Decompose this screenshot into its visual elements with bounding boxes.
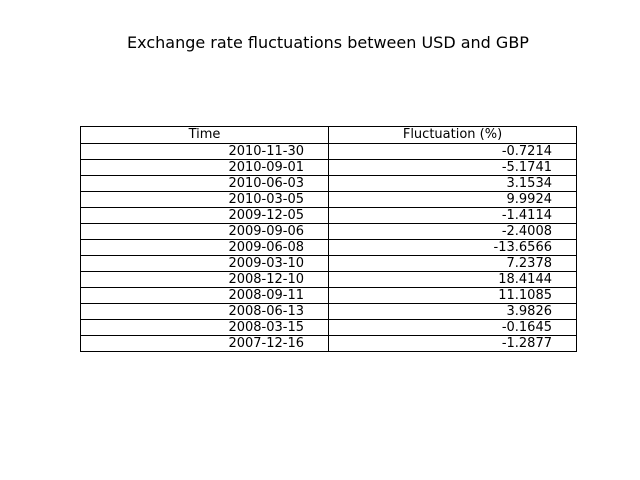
table-row: 2010-11-30 -0.7214 [80,143,577,160]
column-header-fluctuation: Fluctuation (%) [328,126,577,144]
cell-time: 2008-09-11 [80,287,329,304]
cell-fluctuation: 7.2378 [328,255,577,272]
cell-time: 2008-12-10 [80,271,329,288]
cell-time: 2007-12-16 [80,335,329,352]
cell-fluctuation: -2.4008 [328,223,577,240]
cell-time: 2009-06-08 [80,239,329,256]
table-row: 2008-09-11 11.1085 [80,287,577,304]
table-container: Time Fluctuation (%) 2010-11-30 -0.7214 20… [80,126,577,352]
data-table: Time Fluctuation (%) 2010-11-30 -0.7214 20… [80,126,577,352]
cell-time: 2008-06-13 [80,303,329,320]
cell-time: 2009-03-10 [80,255,329,272]
table-row: 2007-12-16 -1.2877 [80,335,577,352]
cell-fluctuation: -1.4114 [328,207,577,224]
cell-fluctuation: -0.1645 [328,319,577,336]
table-row: 2010-03-05 9.9924 [80,191,577,208]
table-row: 2008-12-10 18.4144 [80,271,577,288]
table-row: 2009-09-06 -2.4008 [80,223,577,240]
table-body: 2010-11-30 -0.7214 2010-09-01 -5.1741 2010-0… [80,143,577,352]
table-row: 2010-09-01 -5.1741 [80,159,577,176]
table-row: 2008-06-13 3.9826 [80,303,577,320]
table-row: 2008-03-15 -0.1645 [80,319,577,336]
table-row: 2009-03-10 7.2378 [80,255,577,272]
cell-time: 2010-03-05 [80,191,329,208]
cell-fluctuation: 3.1534 [328,175,577,192]
cell-fluctuation: 3.9826 [328,303,577,320]
cell-fluctuation: -13.6566 [328,239,577,256]
column-header-time: Time [80,126,329,144]
table-row: 2009-12-05 -1.4114 [80,207,577,224]
cell-fluctuation: -0.7214 [328,143,577,160]
header-row: Time Fluctuation (%) [80,126,577,144]
table-header: Time Fluctuation (%) [80,126,577,144]
cell-time: 2009-12-05 [80,207,329,224]
cell-fluctuation: -1.2877 [328,335,577,352]
cell-fluctuation: -5.1741 [328,159,577,176]
table-row: 2009-06-08 -13.6566 [80,239,577,256]
cell-time: 2010-11-30 [80,143,329,160]
cell-time: 2009-09-06 [80,223,329,240]
chart-title: Exchange rate fluctuations between USD a… [127,33,529,52]
cell-fluctuation: 18.4144 [328,271,577,288]
cell-fluctuation: 11.1085 [328,287,577,304]
cell-fluctuation: 9.9924 [328,191,577,208]
cell-time: 2008-03-15 [80,319,329,336]
cell-time: 2010-09-01 [80,159,329,176]
cell-time: 2010-06-03 [80,175,329,192]
table-row: 2010-06-03 3.1534 [80,175,577,192]
